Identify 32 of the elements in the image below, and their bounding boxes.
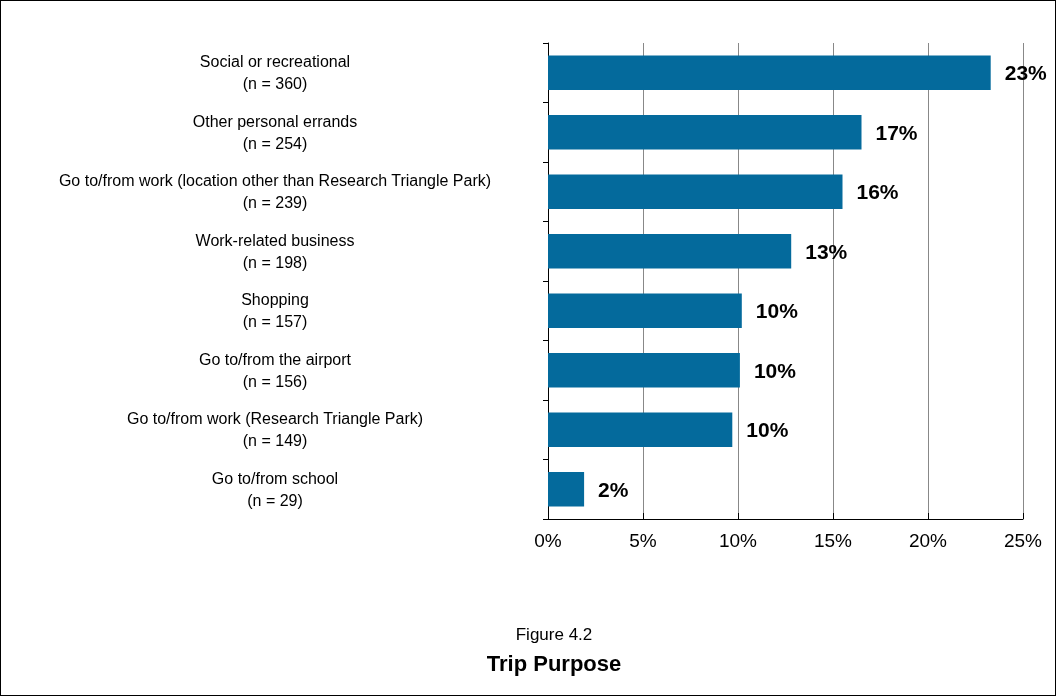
data-label: 17% [875,120,918,144]
bar [548,174,843,210]
bar [548,472,585,507]
text: Trip Purpose [486,650,622,676]
x-tick-label: 25% [1003,530,1043,551]
data-label: 10% [755,299,799,323]
y-tick-label: Social or recreational (n = 360) [199,53,351,93]
bar [548,353,740,388]
data-label: 13% [805,239,848,263]
y-tick-label: Go to/from work (location other than Research Triangle Park) (n = 239) [58,172,492,212]
y-tick-label: Other personal errands (n = 254) [192,112,358,152]
y-tick-label: Work-related business (n = 198) [195,231,355,271]
data-label: 16% [856,180,899,204]
y-tick-label: Go to/from work (Research Triangle Park) (n = 149) [126,410,424,450]
data-label: 2% [598,477,629,501]
y-tick-label: Go to/from the airport (n = 156) [198,350,352,390]
y-tick-label: Shopping (n = 157) [241,291,309,331]
x-tick-label: 5% [629,530,657,551]
data-label: 23% [1004,61,1048,85]
x-tick-label: 0% [534,530,562,551]
bar [548,115,862,150]
bar [548,234,792,269]
x-tick-label: 20% [908,530,948,551]
x-tick-label: 15% [813,530,853,551]
bar [548,412,733,448]
data-label: 10% [753,358,797,382]
text: Figure 4.2 [515,625,593,644]
data-label: 10% [746,418,789,442]
x-tick-label: 10% [718,530,758,551]
bar [548,293,742,329]
y-tick-label: Go to/from school (n = 29) [211,469,339,509]
bar [548,55,991,91]
